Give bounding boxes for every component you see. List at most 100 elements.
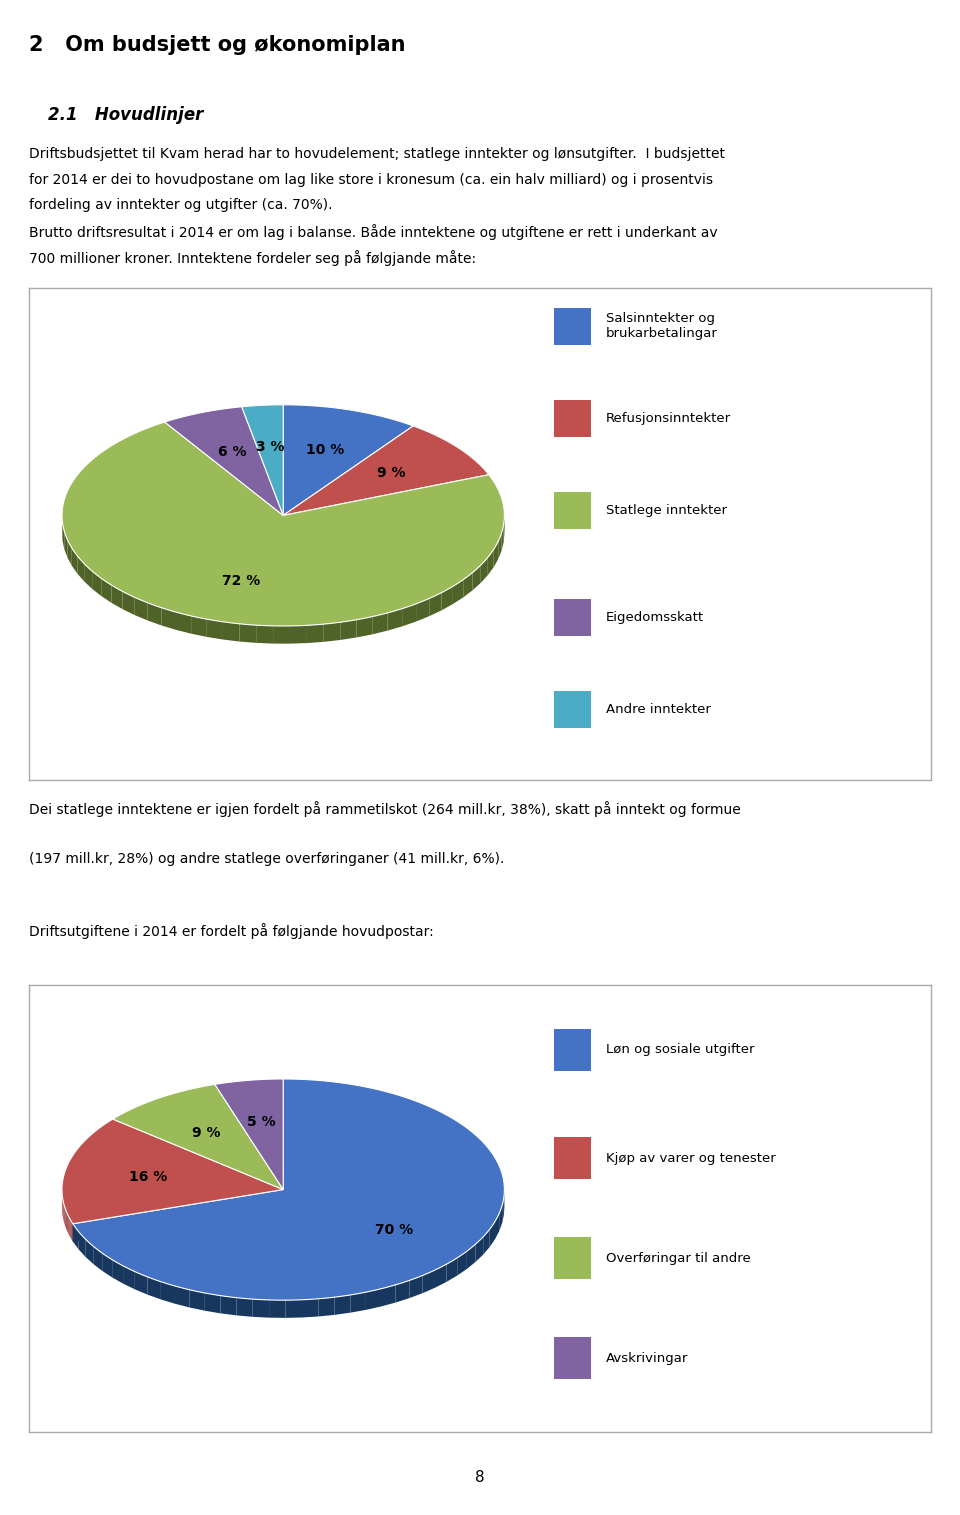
Bar — [555, 1138, 591, 1179]
Polygon shape — [101, 579, 111, 603]
Text: Andre inntekter: Andre inntekter — [606, 703, 710, 717]
Polygon shape — [350, 1292, 366, 1312]
Polygon shape — [402, 604, 416, 626]
Polygon shape — [73, 1224, 79, 1250]
Polygon shape — [175, 1286, 190, 1307]
Text: Brutto driftsresultat i 2014 er om lag i balanse. Både inntektene og utgiftene e: Brutto driftsresultat i 2014 er om lag i… — [29, 224, 717, 241]
Text: 6 %: 6 % — [219, 444, 247, 459]
Polygon shape — [429, 592, 442, 617]
Polygon shape — [453, 580, 464, 604]
Polygon shape — [340, 620, 356, 639]
Polygon shape — [215, 1079, 283, 1189]
Text: Avskrivingar: Avskrivingar — [606, 1351, 688, 1365]
Polygon shape — [161, 1282, 175, 1304]
Text: Driftsutgiftene i 2014 er fordelt på følgjande hovudpostar:: Driftsutgiftene i 2014 er fordelt på føl… — [29, 923, 434, 939]
Bar — [555, 492, 591, 529]
Text: 8: 8 — [475, 1470, 485, 1485]
Polygon shape — [148, 1277, 161, 1300]
Polygon shape — [388, 609, 402, 630]
Polygon shape — [62, 1120, 283, 1224]
Polygon shape — [78, 556, 84, 582]
Polygon shape — [73, 1189, 283, 1241]
Polygon shape — [435, 1264, 446, 1288]
Polygon shape — [85, 1239, 93, 1264]
Polygon shape — [498, 533, 502, 559]
Polygon shape — [239, 624, 256, 642]
Polygon shape — [464, 573, 472, 597]
Polygon shape — [134, 597, 148, 621]
Polygon shape — [396, 1280, 409, 1303]
Polygon shape — [64, 532, 67, 558]
Text: 5 %: 5 % — [248, 1115, 276, 1129]
Polygon shape — [269, 1300, 285, 1318]
Polygon shape — [319, 1297, 334, 1317]
Polygon shape — [409, 1276, 422, 1298]
Polygon shape — [236, 1298, 252, 1317]
Text: 2   Om budsjett og økonomiplan: 2 Om budsjett og økonomiplan — [29, 35, 405, 56]
Polygon shape — [493, 541, 498, 567]
Polygon shape — [256, 626, 273, 644]
Polygon shape — [472, 565, 481, 591]
Polygon shape — [446, 1257, 457, 1282]
Polygon shape — [71, 1220, 72, 1239]
Polygon shape — [84, 564, 92, 589]
Polygon shape — [499, 1206, 502, 1232]
Text: 9 %: 9 % — [192, 1126, 221, 1139]
Polygon shape — [290, 626, 307, 644]
Polygon shape — [62, 423, 504, 626]
Text: Driftsbudsjettet til Kvam herad har to hovudelement; statlege inntekter og lønsu: Driftsbudsjettet til Kvam herad har to h… — [29, 147, 725, 161]
Polygon shape — [283, 426, 489, 515]
Polygon shape — [366, 1289, 381, 1310]
Polygon shape — [73, 1079, 504, 1300]
Polygon shape — [475, 1236, 483, 1262]
Polygon shape — [502, 524, 504, 550]
Polygon shape — [483, 1229, 490, 1254]
Polygon shape — [223, 621, 239, 641]
Text: Eigedomsskatt: Eigedomsskatt — [606, 611, 704, 624]
Polygon shape — [490, 1221, 495, 1247]
Polygon shape — [372, 614, 388, 635]
Polygon shape — [165, 406, 283, 515]
Polygon shape — [123, 591, 134, 615]
Polygon shape — [334, 1295, 350, 1315]
Text: Statlege inntekter: Statlege inntekter — [606, 504, 727, 518]
Polygon shape — [111, 585, 123, 609]
Text: 10 %: 10 % — [306, 444, 345, 458]
Polygon shape — [442, 586, 453, 611]
Polygon shape — [488, 550, 493, 576]
Polygon shape — [283, 405, 413, 515]
Text: 2.1   Hovudlinjer: 2.1 Hovudlinjer — [48, 106, 204, 124]
Text: Salsinntekter og
brukarbetalingar: Salsinntekter og brukarbetalingar — [606, 312, 717, 339]
Polygon shape — [252, 1300, 269, 1318]
Text: 700 millioner kroner. Inntektene fordeler seg på følgjande måte:: 700 millioner kroner. Inntektene fordele… — [29, 250, 476, 267]
Polygon shape — [273, 626, 290, 644]
Polygon shape — [422, 1270, 435, 1294]
Polygon shape — [148, 603, 161, 626]
Text: 16 %: 16 % — [130, 1170, 168, 1183]
Bar — [555, 308, 591, 344]
Polygon shape — [161, 608, 176, 630]
Bar — [555, 1238, 591, 1279]
Text: (197 mill.kr, 28%) og andre statlege overføringaner (41 mill.kr, 6%).: (197 mill.kr, 28%) og andre statlege ove… — [29, 851, 504, 867]
Text: 72 %: 72 % — [222, 574, 260, 588]
Polygon shape — [356, 617, 372, 638]
Text: 3 %: 3 % — [256, 441, 284, 454]
Text: Kjøp av varer og tenester: Kjøp av varer og tenester — [606, 1151, 776, 1165]
Polygon shape — [102, 1253, 112, 1277]
Bar — [555, 691, 591, 729]
Polygon shape — [324, 623, 340, 642]
Polygon shape — [93, 1247, 102, 1271]
Polygon shape — [191, 617, 206, 636]
Polygon shape — [72, 1223, 73, 1241]
Polygon shape — [457, 1251, 467, 1276]
Polygon shape — [481, 558, 488, 583]
Polygon shape — [112, 1259, 123, 1283]
Polygon shape — [285, 1300, 302, 1318]
Polygon shape — [72, 548, 78, 574]
Polygon shape — [221, 1295, 236, 1315]
Polygon shape — [495, 1214, 499, 1239]
Polygon shape — [123, 1267, 135, 1289]
Polygon shape — [190, 1289, 204, 1310]
Polygon shape — [206, 620, 223, 639]
Polygon shape — [242, 405, 283, 515]
